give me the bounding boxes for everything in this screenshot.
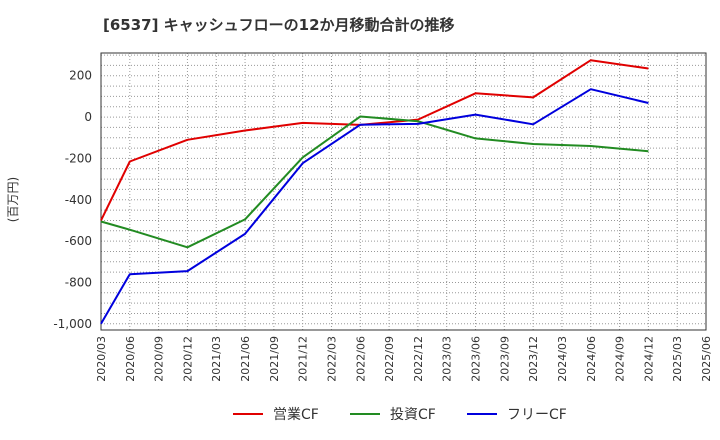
x-tick-label: 2022/06 [354, 336, 367, 382]
y-tick-label: 0 [84, 110, 92, 124]
legend: 営業CF 投資CF フリーCF [233, 407, 567, 423]
x-tick-label: 2022/12 [412, 336, 425, 382]
x-axis-ticks: 2020/03 2020/06 2020/09 2020/12 2021/03 2021/… [95, 336, 713, 382]
x-tick-label: 2021/09 [268, 336, 281, 382]
x-tick-label: 2024/03 [556, 336, 569, 382]
x-tick-label: 2023/06 [470, 336, 483, 382]
legend-item: フリーCF [467, 407, 567, 423]
grid [100, 53, 707, 330]
x-tick-label: 2025/03 [671, 336, 684, 382]
x-tick-label: 2020/06 [124, 336, 137, 382]
legend-label: 投資CF [390, 407, 436, 423]
x-tick-label: 2020/09 [153, 336, 166, 382]
x-tick-label: 2021/12 [297, 336, 310, 382]
x-tick-label: 2023/12 [527, 336, 540, 382]
legend-item: 営業CF [233, 407, 319, 423]
legend-label: フリーCF [507, 407, 567, 423]
x-tick-label: 2020/03 [95, 336, 108, 382]
y-tick-label: -200 [65, 151, 92, 165]
x-tick-label: 2021/06 [239, 336, 252, 382]
y-tick-label: -800 [65, 275, 92, 289]
x-tick-label: 2024/09 [614, 336, 627, 382]
x-tick-label: 2020/12 [181, 336, 194, 382]
x-tick-label: 2022/03 [325, 336, 338, 382]
y-tick-label: 200 [69, 69, 92, 83]
series-line-2 [100, 88, 649, 325]
x-tick-label: 2024/06 [585, 336, 598, 382]
legend-item: 投資CF [350, 407, 436, 423]
series [100, 59, 649, 325]
series-line-1 [100, 115, 649, 249]
y-tick-label: -400 [65, 193, 92, 207]
chart-title: [6537] キャッシュフローの12か月移動合計の推移 [103, 16, 455, 34]
x-tick-label: 2024/12 [642, 336, 655, 382]
y-tick-label: -600 [65, 234, 92, 248]
x-tick-label: 2025/06 [700, 336, 713, 382]
x-tick-label: 2023/09 [498, 336, 511, 382]
plot-frame [100, 52, 707, 331]
legend-label: 営業CF [273, 407, 319, 423]
x-tick-label: 2022/09 [383, 336, 396, 382]
x-tick-label: 2023/03 [441, 336, 454, 382]
y-axis-ticks: 200 0 -200 -400 -600 -800 -1,000 [53, 69, 92, 331]
y-tick-label: -1,000 [53, 317, 92, 331]
series-line-0 [100, 59, 649, 221]
x-tick-label: 2021/03 [210, 336, 223, 382]
y-axis-label: (百万円) [6, 177, 20, 222]
